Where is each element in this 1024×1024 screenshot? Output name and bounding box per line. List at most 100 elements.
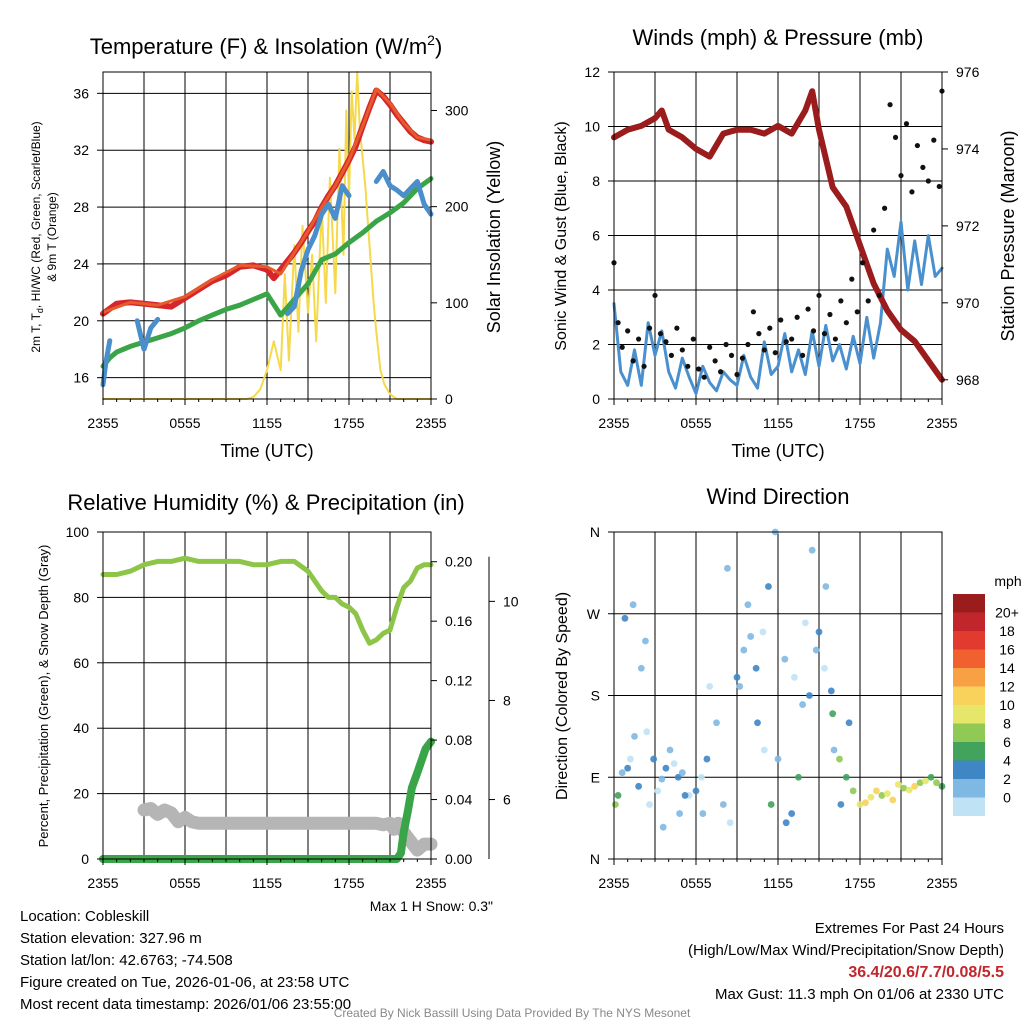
direction-point xyxy=(849,787,857,795)
x-tick-label: 0555 xyxy=(680,875,711,891)
direction-point xyxy=(788,810,796,817)
x-tick-label: 2355 xyxy=(598,875,629,891)
x-tick-label: 2355 xyxy=(598,415,629,431)
direction-point xyxy=(624,764,632,772)
legend-label: 14 xyxy=(999,660,1015,676)
y-tick-label: 10 xyxy=(584,119,600,135)
y-tick-label: 36 xyxy=(73,85,89,101)
y2-tick-label: 0.00 xyxy=(445,851,472,867)
direction-point xyxy=(815,628,823,636)
recent-text: Most recent data timestamp: 2026/01/06 2… xyxy=(20,996,352,1013)
direction-point xyxy=(736,683,744,690)
direction-point xyxy=(658,775,666,783)
direction-axes: 2355 0555 1155 1755 2355 N E S W N xyxy=(587,524,958,891)
x-tick-label: 2355 xyxy=(415,415,446,431)
y-tick-label: 4 xyxy=(592,282,600,298)
direction-point xyxy=(867,793,875,801)
direction-point xyxy=(767,801,775,808)
direction-point xyxy=(759,628,767,636)
gust-point xyxy=(931,137,937,143)
x-tick-label: 1155 xyxy=(763,875,793,891)
gust-point xyxy=(625,328,631,334)
series-relative-humidity xyxy=(100,555,434,646)
y3-tick-label: 6 xyxy=(503,792,511,808)
y-tick-label: E xyxy=(591,769,600,785)
direction-title: Wind Direction xyxy=(706,484,849,509)
direction-point xyxy=(629,601,637,609)
gust-point xyxy=(712,358,718,364)
direction-point xyxy=(856,801,864,808)
gust-point xyxy=(789,336,795,342)
temperature-series xyxy=(100,71,434,400)
y2-tick-label: 100 xyxy=(445,295,469,311)
humidity-axes: 2355 0555 1155 1755 2355 0 20 40 60 80 100 0.00 0.04… xyxy=(66,524,519,891)
winds-panel: Winds (mph) & Pressure (mb) 2355 0555 1155… xyxy=(553,25,1018,461)
series-9m-t xyxy=(285,183,352,317)
temperature-xlabel: Time (UTC) xyxy=(220,441,313,461)
max-gust-text: Max Gust: 11.3 mph On 01/06 at 2330 UTC xyxy=(714,986,1004,1003)
legend-title: mph xyxy=(994,573,1021,589)
gust-point xyxy=(805,306,811,312)
direction-point xyxy=(791,673,798,681)
gust-point xyxy=(892,134,899,140)
direction-point xyxy=(713,719,720,727)
latlon-text: Station lat/lon: 42.6763; -74.508 xyxy=(20,952,233,969)
direction-point xyxy=(883,790,891,797)
winds-title: Winds (mph) & Pressure (mb) xyxy=(633,25,924,50)
gust-point xyxy=(767,325,773,331)
direction-point xyxy=(801,619,809,627)
direction-point xyxy=(733,673,741,681)
direction-point xyxy=(719,801,727,808)
direction-point xyxy=(782,819,790,827)
y2-tick-label: 970 xyxy=(956,295,980,311)
y-tick-label: S xyxy=(591,688,600,704)
direction-point xyxy=(862,799,869,807)
created-text: Figure created on Tue, 2026-01-06, at 23… xyxy=(20,974,350,991)
direction-point xyxy=(933,779,940,787)
gust-point xyxy=(794,314,800,320)
direction-point xyxy=(670,760,678,768)
legend-swatch xyxy=(953,612,985,631)
gust-point xyxy=(854,309,860,315)
gust-point xyxy=(925,178,931,184)
direction-point xyxy=(889,796,897,804)
x-tick-label: 1755 xyxy=(333,875,364,891)
y-tick-label: 8 xyxy=(592,173,600,189)
y-tick-label: 12 xyxy=(584,64,600,80)
direction-point xyxy=(650,755,658,763)
winds-ylabel: Sonic Wind & Gust (Blue, Black) xyxy=(553,121,570,350)
x-tick-label: 2355 xyxy=(415,875,446,891)
winds-series xyxy=(611,88,945,396)
direction-point xyxy=(922,777,929,785)
gust-point xyxy=(739,355,746,361)
x-tick-label: 2355 xyxy=(87,415,118,431)
direction-point xyxy=(842,773,850,781)
direction-point xyxy=(827,687,835,695)
y-tick-label: 2 xyxy=(592,337,600,353)
y2-tick-label: 0.04 xyxy=(445,792,472,808)
direction-point xyxy=(611,801,619,808)
y2-tick-label: 972 xyxy=(956,218,980,234)
direction-point xyxy=(830,746,838,754)
series-sonic-wind xyxy=(612,220,944,396)
gust-point xyxy=(882,205,888,211)
gust-point xyxy=(865,298,871,304)
direction-point xyxy=(894,781,902,788)
gust-point xyxy=(838,298,844,304)
direction-point xyxy=(674,773,682,781)
direction-point xyxy=(654,787,662,795)
legend-swatch xyxy=(953,797,985,816)
direction-points xyxy=(611,528,946,831)
direction-point xyxy=(878,792,886,799)
direction-point xyxy=(812,646,820,654)
extremes-subtitle: (High/Low/Max Wind/Precipitation/Snow De… xyxy=(688,942,1004,959)
legend-label: 2 xyxy=(1003,771,1011,787)
winds-axes: 2355 0555 1155 1755 2355 0 2 4 6 8 10 12 968 970 972 97… xyxy=(584,64,979,431)
extremes-values: 36.4/20.6/7.7/0.08/5.5 xyxy=(848,964,1004,981)
legend-swatch xyxy=(953,779,985,798)
direction-point xyxy=(752,664,760,672)
y2-tick-label: 0.16 xyxy=(445,613,472,629)
y-tick-label: 80 xyxy=(73,589,89,605)
legend-label: 12 xyxy=(999,679,1015,695)
